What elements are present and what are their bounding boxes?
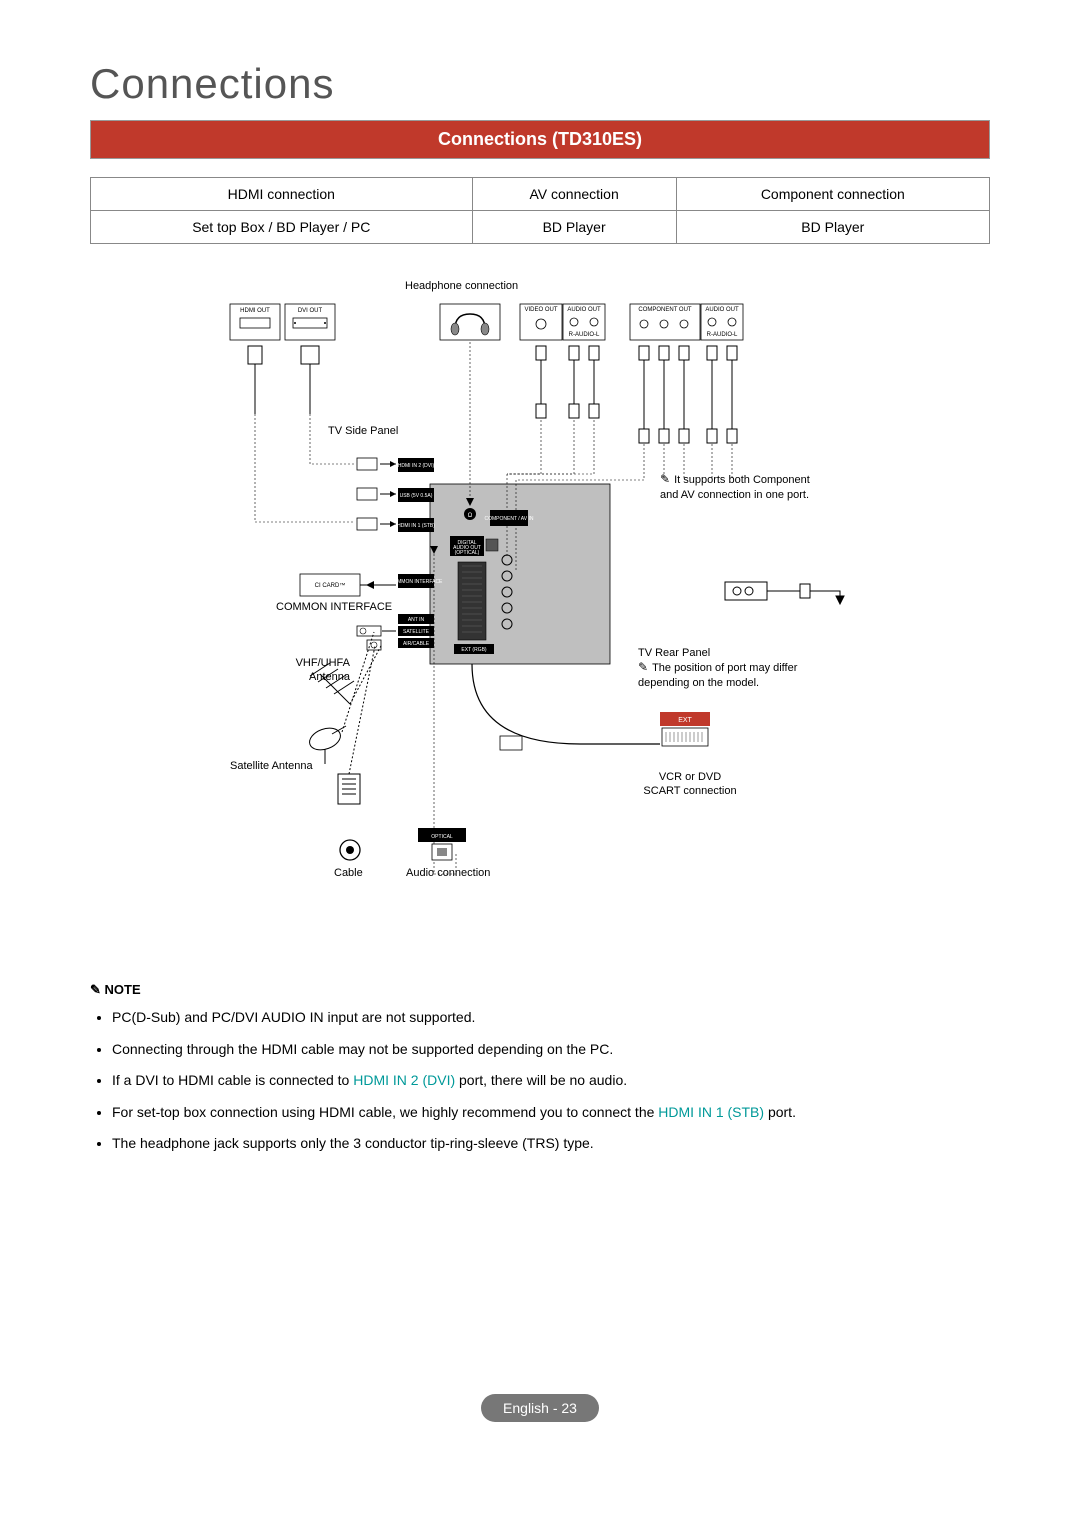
svg-text:EXT: EXT [678,717,692,724]
audio-connection-label: Audio connection [406,866,490,880]
note-item: The headphone jack supports only the 3 c… [112,1134,990,1154]
svg-text:Ω: Ω [468,513,473,519]
svg-text:R-AUDIO-L: R-AUDIO-L [707,332,738,338]
svg-text:DVI OUT: DVI OUT [298,308,323,314]
tv-side-panel-label: TV Side Panel [328,424,398,438]
svg-text:AIR/CABLE: AIR/CABLE [403,641,430,647]
svg-text:COMPONENT / AV IN: COMPONENT / AV IN [485,516,534,522]
page-title: Connections [90,60,990,108]
svg-text:AUDIO OUT: AUDIO OUT [567,307,601,313]
tv-rear-panel-label: TV Rear Panel [638,646,710,660]
cell: Set top Box / BD Player / PC [91,211,473,244]
cable-label: Cable [334,866,363,880]
cell: BD Player [676,211,989,244]
col-component: Component connection [676,178,989,211]
notes-list: PC(D-Sub) and PC/DVI AUDIO IN input are … [90,1008,990,1154]
svg-text:COMPONENT OUT: COMPONENT OUT [638,307,692,313]
connections-diagram: HDMI OUT DVI OUT VIDEO OUT AUDIO OUT R-A… [160,274,920,954]
svg-text:SATELLITE: SATELLITE [403,629,430,635]
note-item: For set-top box connection using HDMI ca… [112,1103,990,1123]
svg-text:HDMI IN 1 (STB): HDMI IN 1 (STB) [397,523,435,529]
satellite-antenna-label: Satellite Antenna [230,759,313,773]
svg-text:OPTICAL: OPTICAL [431,834,453,840]
table-row: Set top Box / BD Player / PC BD Player B… [91,211,990,244]
table-row: HDMI connection AV connection Component … [91,178,990,211]
col-hdmi: HDMI connection [91,178,473,211]
vhf-uhfa-label: VHF/UHFAAntenna [290,656,350,685]
note-item: Connecting through the HDMI cable may no… [112,1040,990,1060]
col-av: AV connection [472,178,676,211]
vcr-dvd-label: VCR or DVDSCART connection [640,770,740,799]
supports-both-note: It supports both Component and AV connec… [660,472,830,502]
connection-table: HDMI connection AV connection Component … [90,177,990,244]
svg-text:(OPTICAL): (OPTICAL) [455,550,480,556]
section-banner: Connections (TD310ES) [90,120,990,159]
svg-text:AUDIO OUT: AUDIO OUT [705,307,739,313]
note-item: If a DVI to HDMI cable is connected to H… [112,1071,990,1091]
note-item: PC(D-Sub) and PC/DVI AUDIO IN input are … [112,1008,990,1028]
svg-text:USB (5V 0.5A): USB (5V 0.5A) [400,493,433,499]
common-interface-label: COMMON INTERFACE [276,600,392,614]
svg-text:EXT (RGB): EXT (RGB) [461,647,487,653]
page-footer: English - 23 [90,1394,990,1422]
svg-text:COMMON INTERFACE: COMMON INTERFACE [390,579,443,585]
svg-text:VIDEO OUT: VIDEO OUT [524,307,557,313]
page-number-badge: English - 23 [481,1394,599,1422]
svg-text:ANT IN: ANT IN [408,617,425,623]
cell: BD Player [472,211,676,244]
svg-text:R-AUDIO-L: R-AUDIO-L [569,332,600,338]
port-position-note: The position of port may differ dependin… [638,660,798,690]
svg-text:CI CARD™: CI CARD™ [315,582,346,589]
headphone-label: Headphone connection [405,279,518,293]
svg-text:HDMI OUT: HDMI OUT [240,308,270,314]
svg-text:HDMI IN 2 (DVI): HDMI IN 2 (DVI) [398,463,435,469]
note-heading: NOTE [90,982,990,998]
